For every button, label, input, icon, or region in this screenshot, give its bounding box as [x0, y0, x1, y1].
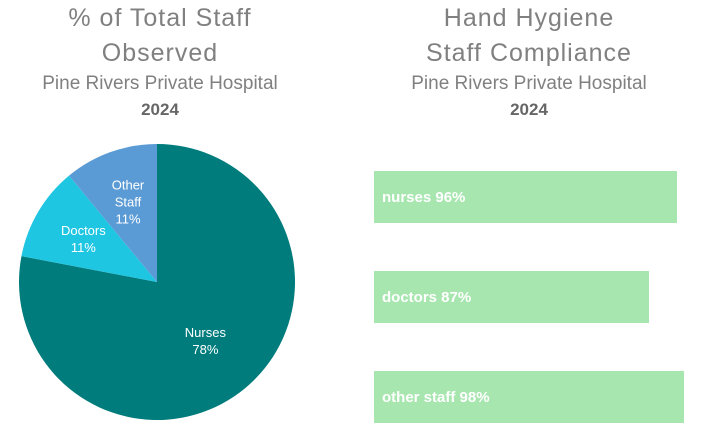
pie-label-other: Other Staff 11%: [112, 177, 145, 226]
pie-label-nurses: Nurses 78%: [185, 325, 227, 357]
pie-year: 2024: [141, 100, 179, 119]
pie-label-doctors: Doctors 11%: [61, 223, 106, 255]
bar-title-line2: Staff Compliance: [426, 39, 632, 67]
compliance-bar-label: nurses 96%: [382, 188, 466, 206]
bar-year: 2024: [510, 100, 548, 119]
bar-title-line1: Hand Hygiene: [443, 4, 615, 32]
staff-observed-pie-chart: Nurses 78% Doctors 11%Other Staff 11%: [18, 144, 295, 420]
compliance-bar: other staff 98%: [374, 371, 684, 423]
compliance-bar-label: doctors 87%: [382, 288, 472, 306]
compliance-bar: doctors 87%: [374, 271, 649, 323]
pie-title-line2: Observed: [101, 39, 219, 67]
pie-slice-other: [69, 144, 157, 282]
pie-subtitle: Pine Rivers Private Hospital: [42, 73, 278, 94]
pie-title-line1: % of Total Staff: [68, 4, 252, 32]
pie-slice-doctors: [21, 175, 157, 282]
compliance-bar: nurses 96%: [374, 171, 678, 223]
bar-subtitle: Pine Rivers Private Hospital: [411, 73, 647, 94]
compliance-bar-label: other staff 98%: [382, 388, 490, 406]
staff-observed-panel: % of Total Staff Observed Pine Rivers Pr…: [0, 0, 320, 436]
hand-hygiene-panel: Hand Hygiene Staff Compliance Pine River…: [355, 0, 703, 436]
